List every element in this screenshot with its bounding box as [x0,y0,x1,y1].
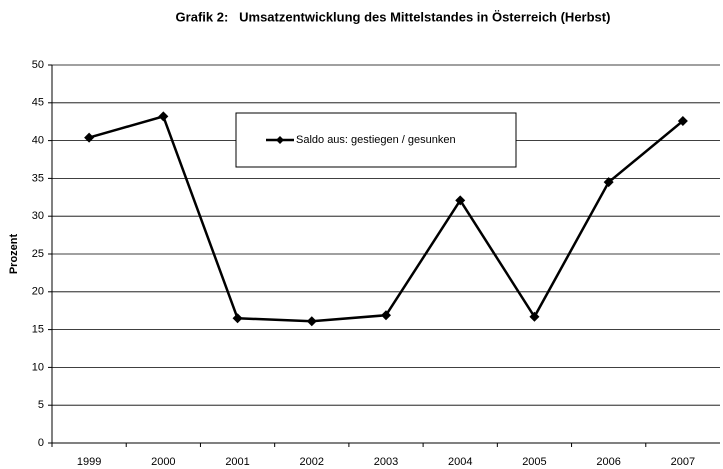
x-tick-label: 2005 [522,456,546,468]
x-tick-label: 2007 [671,456,695,468]
point-marker [455,195,466,206]
x-tick-label: 1999 [77,456,101,468]
x-tick-label: 2002 [300,456,324,468]
chart-title: Grafik 2: Umsatzentwicklung des Mittelst… [176,9,611,24]
x-tick-label: 2001 [225,456,249,468]
x-tick-label: 2006 [596,456,620,468]
y-tick-label: 50 [32,59,44,71]
point-marker [306,316,317,327]
y-tick-label: 35 [32,172,44,184]
y-tick-label: 25 [32,248,44,260]
point-marker [677,115,688,126]
y-tick-label: 0 [38,437,44,449]
point-marker [232,313,243,324]
point-marker [529,311,540,322]
y-tick-label: 15 [32,324,44,336]
y-tick-label: 5 [38,399,44,411]
legend-label: Saldo aus: gestiegen / gesunken [296,134,456,146]
x-tick-label: 2003 [374,456,398,468]
x-tick-label: 2000 [151,456,175,468]
point-marker [158,111,169,122]
point-marker [381,310,391,321]
point-marker [603,177,614,188]
y-tick-label: 30 [32,210,44,222]
legend-marker [276,136,284,144]
y-tick-label: 45 [32,97,44,109]
y-tick-label: 40 [32,135,44,147]
y-tick-label: 10 [32,361,44,373]
point-marker [84,132,95,143]
x-tick-label: 2004 [448,456,472,468]
y-axis-label: Prozent [8,233,20,274]
y-tick-label: 20 [32,286,44,298]
